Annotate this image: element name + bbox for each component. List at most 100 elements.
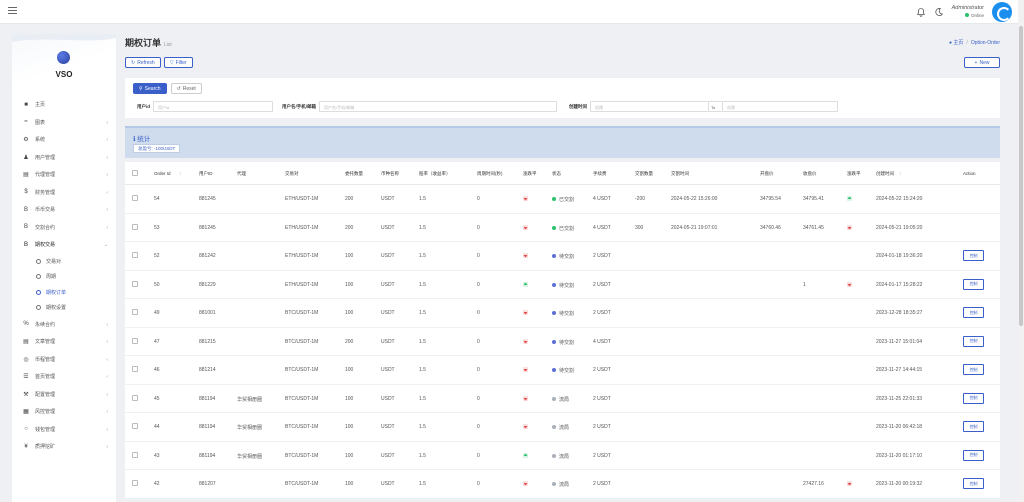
scrollbar-thumb[interactable] <box>1019 26 1023 326</box>
cell-created: 2023-11-20 01:17:10 <box>876 452 923 459</box>
sidebar-item-1[interactable]: ≈ 图表 ‹ <box>12 114 116 132</box>
row-checkbox[interactable] <box>132 223 138 230</box>
table-row[interactable]: 45 881194 华贸相册圈 BTC/USDT-1M 100 USDT 1.5 0 流局 2 U… <box>125 385 1000 413</box>
sidebar-subitem-1[interactable]: 周期 <box>12 269 116 285</box>
sidebar-item-10[interactable]: ▤ 文章管理 ‹ <box>12 333 116 351</box>
control-button[interactable]: 控制 <box>963 250 984 261</box>
user-name-input[interactable]: 用户名/手机/邮箱 <box>319 101 557 112</box>
cell-rate: 1.5 <box>419 196 426 202</box>
control-button[interactable]: 控制 <box>963 335 984 347</box>
row-checkbox[interactable] <box>132 337 138 344</box>
sidebar-item-label: 配置管理 <box>35 391 56 398</box>
table-row[interactable]: 43 881194 华贸相册圈 BTC/USDT-1M 100 USDT 1.5 0 流局 2 U… <box>125 442 1000 470</box>
row-checkbox[interactable] <box>132 423 138 429</box>
control-button[interactable]: 控制 <box>963 392 984 404</box>
cell-close: 34761.45 <box>803 224 824 231</box>
row-checkbox[interactable] <box>132 480 138 486</box>
sidebar-item-13[interactable]: ⚒ 配置管理 ‹ <box>12 386 116 404</box>
control-button[interactable]: 控制 <box>963 478 984 489</box>
sidebar-item-5[interactable]: $ 财务管理 ‹ <box>12 184 116 202</box>
cell-period: 0 <box>477 196 480 202</box>
breadcrumb: ● 主页 / Option-Order <box>949 39 1000 46</box>
home-icon: ● <box>948 40 953 46</box>
hamburger-icon[interactable] <box>8 7 17 16</box>
control-button[interactable]: 控制 <box>963 307 984 318</box>
sidebar-item-14[interactable]: ▦ 风控管理 ‹ <box>12 403 116 421</box>
sidebar-subitem-3[interactable]: 期权设置 <box>12 300 116 316</box>
cell-coin: USDT <box>381 395 395 402</box>
table-row[interactable]: 50 881229 ETH/USDT-1M 100 USDT 1.5 0 待交割 2 USDT 1… <box>125 271 1000 299</box>
sidebar-item-9[interactable]: % 永续合约 ‹ <box>12 316 116 334</box>
sidebar-item-7[interactable]: B 交割合约 ‹ <box>12 219 116 237</box>
breadcrumb-home[interactable]: 主页 <box>953 40 964 46</box>
user-status-text: Online <box>970 13 984 18</box>
cell-delivery-time: 2024-05-21 19:07:01 <box>671 224 718 231</box>
table-row[interactable]: 52 881242 ETH/USDT-1M 100 USDT 1.5 0 待交割 2 USDT 2… <box>125 242 1000 271</box>
cell-rate: 1.5 <box>419 452 426 459</box>
table-row[interactable]: 49 881001 BTC/USDT-1M 100 USDT 1.5 0 待交割 2 USDT 2… <box>125 299 1000 328</box>
table-row[interactable]: 54 881245 ETH/USDT-1M 200 USDT 1.5 0 已交割 4 USDT -… <box>125 185 1000 214</box>
column-header-17: Action <box>963 171 976 176</box>
select-all-checkbox[interactable] <box>132 170 138 176</box>
table-row[interactable]: 44 881194 华贸相册圈 BTC/USDT-1M 100 USDT 1.5 0 流局 2 U… <box>125 413 1000 442</box>
filter-button[interactable]: ▽ Filter <box>163 57 193 68</box>
row-checkbox[interactable] <box>132 280 138 287</box>
cell-created: 2023-11-20 00:19:32 <box>876 481 923 487</box>
trend-up-icon <box>523 281 528 287</box>
row-checkbox[interactable] <box>132 195 138 201</box>
user-info[interactable]: Administrator Online <box>952 5 984 19</box>
control-button[interactable]: 控制 <box>963 364 984 375</box>
sidebar-item-11[interactable]: ◎ 币程管理 ‹ <box>12 351 116 369</box>
control-button[interactable]: 控制 <box>963 449 984 461</box>
trend-down-icon <box>523 338 528 344</box>
home-icon: ■ <box>24 101 28 108</box>
column-header-16[interactable]: 创建时间 <box>876 171 894 176</box>
filter-user-id: 用户id 用户id <box>137 101 273 112</box>
user-id-input[interactable]: 用户id <box>153 101 273 112</box>
table-row[interactable]: 46 881214 BTC/USDT-1M 100 USDT 1.5 0 待交割 2 USDT 2… <box>125 356 1000 385</box>
search-button[interactable]: ⚲ Search <box>133 83 167 94</box>
moon-icon[interactable] <box>934 7 944 17</box>
sort-icon[interactable]: ↑ <box>899 171 902 176</box>
cell-id: 53 <box>154 224 160 231</box>
page-scrollbar[interactable] <box>1018 0 1024 502</box>
refresh-button[interactable]: ↻ Refresh <box>125 57 161 68</box>
row-checkbox[interactable] <box>132 309 138 315</box>
sidebar-subitem-0[interactable]: 交易对 <box>12 254 116 270</box>
row-checkbox[interactable] <box>132 252 138 258</box>
avatar[interactable] <box>992 2 1012 22</box>
control-button[interactable]: 控制 <box>963 421 984 432</box>
created-from-input[interactable]: 创建 <box>590 101 708 112</box>
sort-icon[interactable]: ↑ <box>179 171 182 176</box>
cell-result <box>847 196 852 203</box>
row-checkbox[interactable] <box>132 366 138 372</box>
row-checkbox[interactable] <box>132 394 138 401</box>
bell-icon[interactable] <box>916 7 926 17</box>
sidebar-item-6[interactable]: B 币币交易 ‹ <box>12 201 116 219</box>
row-checkbox[interactable] <box>132 451 138 458</box>
sidebar-item-2[interactable]: ⚙ 系统 ‹ <box>12 131 116 149</box>
sidebar-item-16[interactable]: ¥ 质押挖矿 ‹ <box>12 438 116 456</box>
table-row[interactable]: 53 881245 ETH/USDT-1M 200 USDT 1.5 0 已交割 4 USDT 3… <box>125 214 1000 242</box>
sidebar-item-12[interactable]: ☰ 首页管理 ‹ <box>12 368 116 386</box>
brand[interactable]: VSO <box>12 34 116 86</box>
sidebar-item-4[interactable]: ▤ 代理管理 ‹ <box>12 166 116 184</box>
cell-period: 0 <box>477 424 480 430</box>
sidebar-item-3[interactable]: ♟ 用户管理 ‹ <box>12 149 116 167</box>
cell-qty: 100 <box>345 424 354 430</box>
table-row[interactable]: 47 881215 BTC/USDT-1M 200 USDT 1.5 0 待交割 4 USDT 2… <box>125 328 1000 356</box>
table-row[interactable]: 42 881207 BTC/USDT-1M 100 USDT 1.5 0 流局 2 USDT 27… <box>125 470 1000 499</box>
control-button[interactable]: 控制 <box>963 278 984 290</box>
sidebar-subitem-2[interactable]: 期权订单 <box>12 285 116 301</box>
column-header-0[interactable]: Order Id <box>154 171 171 176</box>
new-button[interactable]: + New <box>964 57 1000 68</box>
status-badge: 流局 <box>559 453 570 460</box>
cell-uid: 881214 <box>199 367 216 373</box>
sidebar-item-0[interactable]: ■ 主页 <box>12 96 116 114</box>
sidebar-item-8[interactable]: B 期权交易 ⌄ <box>12 236 116 254</box>
sidebar-item-15[interactable]: ○ 钱包管理 ‹ <box>12 421 116 439</box>
reset-button[interactable]: ↺ Reset <box>170 83 202 94</box>
cell-coin: USDT <box>381 310 395 316</box>
cell-created: 2023-11-27 14:44:15 <box>876 367 923 373</box>
created-to-input[interactable]: 创建 <box>722 101 838 112</box>
